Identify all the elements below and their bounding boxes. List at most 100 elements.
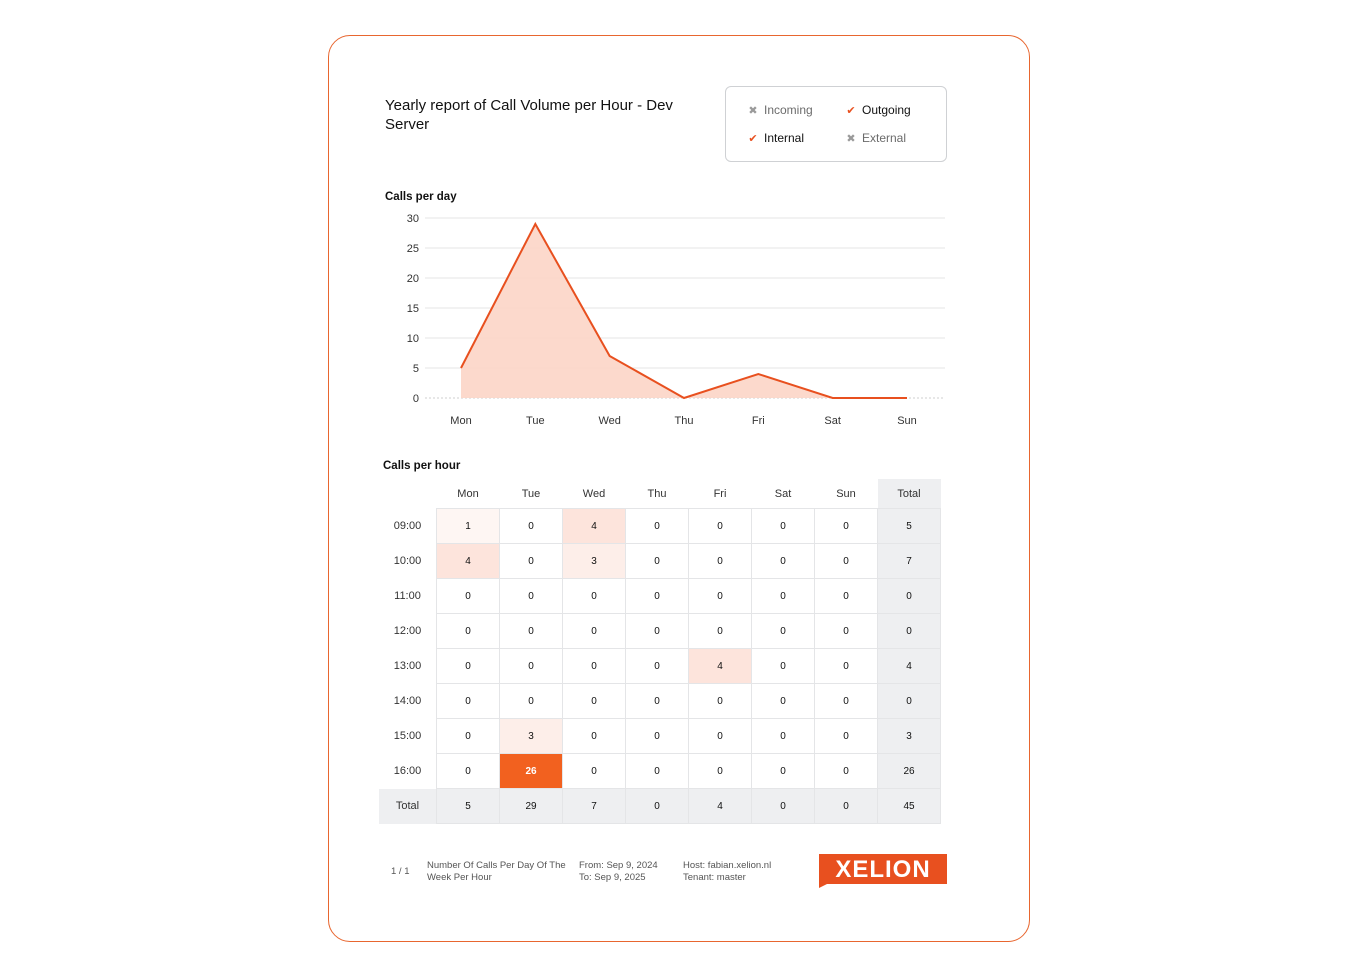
legend-label: Incoming [764, 103, 813, 117]
table-cell: 0 [814, 753, 878, 789]
table-cell: 0 [751, 788, 815, 824]
legend-outgoing[interactable]: ✔ Outgoing [846, 103, 911, 117]
table-cell: 7 [877, 543, 941, 579]
table-row: 13:00 0 0 0 0 4 0 0 4 [379, 648, 941, 684]
x-tick-label: Wed [598, 415, 620, 427]
table-cell: 0 [436, 578, 500, 614]
x-tick-label: Thu [675, 415, 694, 427]
table-cell: 0 [814, 648, 878, 684]
table-cell: 1 [436, 508, 500, 544]
report-page: Yearly report of Call Volume per Hour - … [328, 35, 1030, 942]
table-cell: 0 [562, 718, 626, 754]
x-tick-label: Tue [526, 415, 545, 427]
column-header: Mon [457, 487, 479, 500]
table-cell: 0 [688, 508, 752, 544]
xelion-logo: XELION [819, 854, 947, 888]
calls-per-hour-label: Calls per hour [383, 460, 461, 472]
footer-tenant: Tenant: master [683, 872, 746, 883]
row-label: 09:00 [393, 520, 422, 532]
table-cell: 0 [688, 613, 752, 649]
footer-from: From: Sep 9, 2024 [579, 860, 658, 871]
table-cell: 0 [751, 753, 815, 789]
table-cell: 0 [562, 683, 626, 719]
footer-page-number: 1 / 1 [391, 866, 410, 877]
table-cell: 0 [814, 613, 878, 649]
logo-text: XELION [835, 856, 930, 883]
table-cell: 0 [877, 683, 941, 719]
table-cell: 0 [751, 718, 815, 754]
filter-legend: ✖ Incoming ✔ Outgoing ✔ Internal ✖ Exter… [725, 86, 947, 162]
table-cell: 0 [499, 508, 563, 544]
table-row: 09:00 1 0 4 0 0 0 0 5 [379, 508, 941, 544]
table-row: 15:00 0 3 0 0 0 0 0 3 [379, 718, 941, 754]
table-cell: 4 [562, 508, 626, 544]
legend-internal[interactable]: ✔ Internal [748, 131, 804, 145]
table-cell: 3 [877, 718, 941, 754]
table-cell: 0 [751, 683, 815, 719]
table-cell: 5 [877, 508, 941, 544]
table-cell: 0 [625, 753, 689, 789]
legend-incoming[interactable]: ✖ Incoming [748, 103, 813, 117]
table-cell: 0 [625, 683, 689, 719]
y-tick-label: 20 [407, 273, 419, 285]
table-cell: 4 [877, 648, 941, 684]
table-cell: 0 [751, 508, 815, 544]
table-cell: 0 [688, 683, 752, 719]
report-title: Yearly report of Call Volume per Hour - … [385, 97, 673, 133]
legend-label: Outgoing [862, 103, 911, 117]
table-cell: 0 [625, 648, 689, 684]
footer-date-range: From: Sep 9, 2024 To: Sep 9, 2025 [579, 860, 658, 884]
header-corner [379, 479, 437, 509]
check-icon: ✔ [748, 132, 758, 145]
table-cell: 0 [436, 753, 500, 789]
footer-host: Host: fabian.xelion.nl [683, 860, 772, 871]
table-row: 10:00 4 0 3 0 0 0 0 7 [379, 543, 941, 579]
calls-per-hour-table: Mon Tue Wed Thu Fri Sat Sun Total 09:00 1 0 4 0 0 0 0 5 1… [379, 479, 941, 824]
cross-icon: ✖ [748, 104, 758, 117]
calls-per-day-chart: 0 5 10 15 20 25 30 Mon Tue Wed Thu Fri Sat Sun [407, 213, 945, 427]
table-cell: 29 [499, 788, 563, 824]
table-cell: 0 [625, 508, 689, 544]
table-cell: 0 [436, 718, 500, 754]
row-label: 10:00 [393, 555, 422, 567]
column-header: Tue [521, 487, 541, 500]
column-header: Sun [836, 487, 856, 500]
table-cell: 7 [562, 788, 626, 824]
row-label: 11:00 [394, 590, 421, 602]
table-cell: 0 [688, 578, 752, 614]
table-cell: 0 [499, 543, 563, 579]
table-row: 16:00 0 26 0 0 0 0 0 26 [379, 753, 941, 789]
table-cell: 5 [436, 788, 500, 824]
row-label: Total [379, 788, 437, 824]
row-label: 14:00 [393, 695, 422, 707]
table-cell: 26 [499, 753, 563, 789]
footer-report-name: Number Of Calls Per Day Of The Week Per … [427, 860, 566, 883]
table-cell: 0 [625, 613, 689, 649]
table-row: 14:00 0 0 0 0 0 0 0 0 [379, 683, 941, 719]
column-header: Thu [647, 487, 667, 500]
y-tick-label: 15 [407, 303, 419, 315]
footer-host-info: Host: fabian.xelion.nl Tenant: master [683, 860, 771, 884]
table-cell: 0 [499, 648, 563, 684]
table-cell: 0 [688, 543, 752, 579]
table-header-row: Mon Tue Wed Thu Fri Sat Sun Total [379, 479, 941, 509]
table-cell: 3 [499, 718, 563, 754]
table-row: 11:00 0 0 0 0 0 0 0 0 [379, 578, 941, 614]
table-cell: 0 [625, 718, 689, 754]
table-cell: 0 [436, 613, 500, 649]
footer-to: To: Sep 9, 2025 [579, 872, 646, 883]
x-tick-label: Mon [450, 415, 471, 427]
table-cell: 0 [814, 788, 878, 824]
table-cell: 0 [877, 578, 941, 614]
table-cell: 0 [499, 613, 563, 649]
legend-label: Internal [764, 131, 805, 145]
table-cell: 0 [814, 718, 878, 754]
table-cell: 0 [751, 543, 815, 579]
table-cell: 0 [814, 578, 878, 614]
table-cell: 0 [814, 543, 878, 579]
column-header: Total [877, 479, 941, 509]
table-cell: 0 [751, 648, 815, 684]
calls-per-day-label: Calls per day [385, 191, 457, 203]
legend-external[interactable]: ✖ External [846, 131, 906, 145]
row-label: 15:00 [393, 730, 422, 742]
